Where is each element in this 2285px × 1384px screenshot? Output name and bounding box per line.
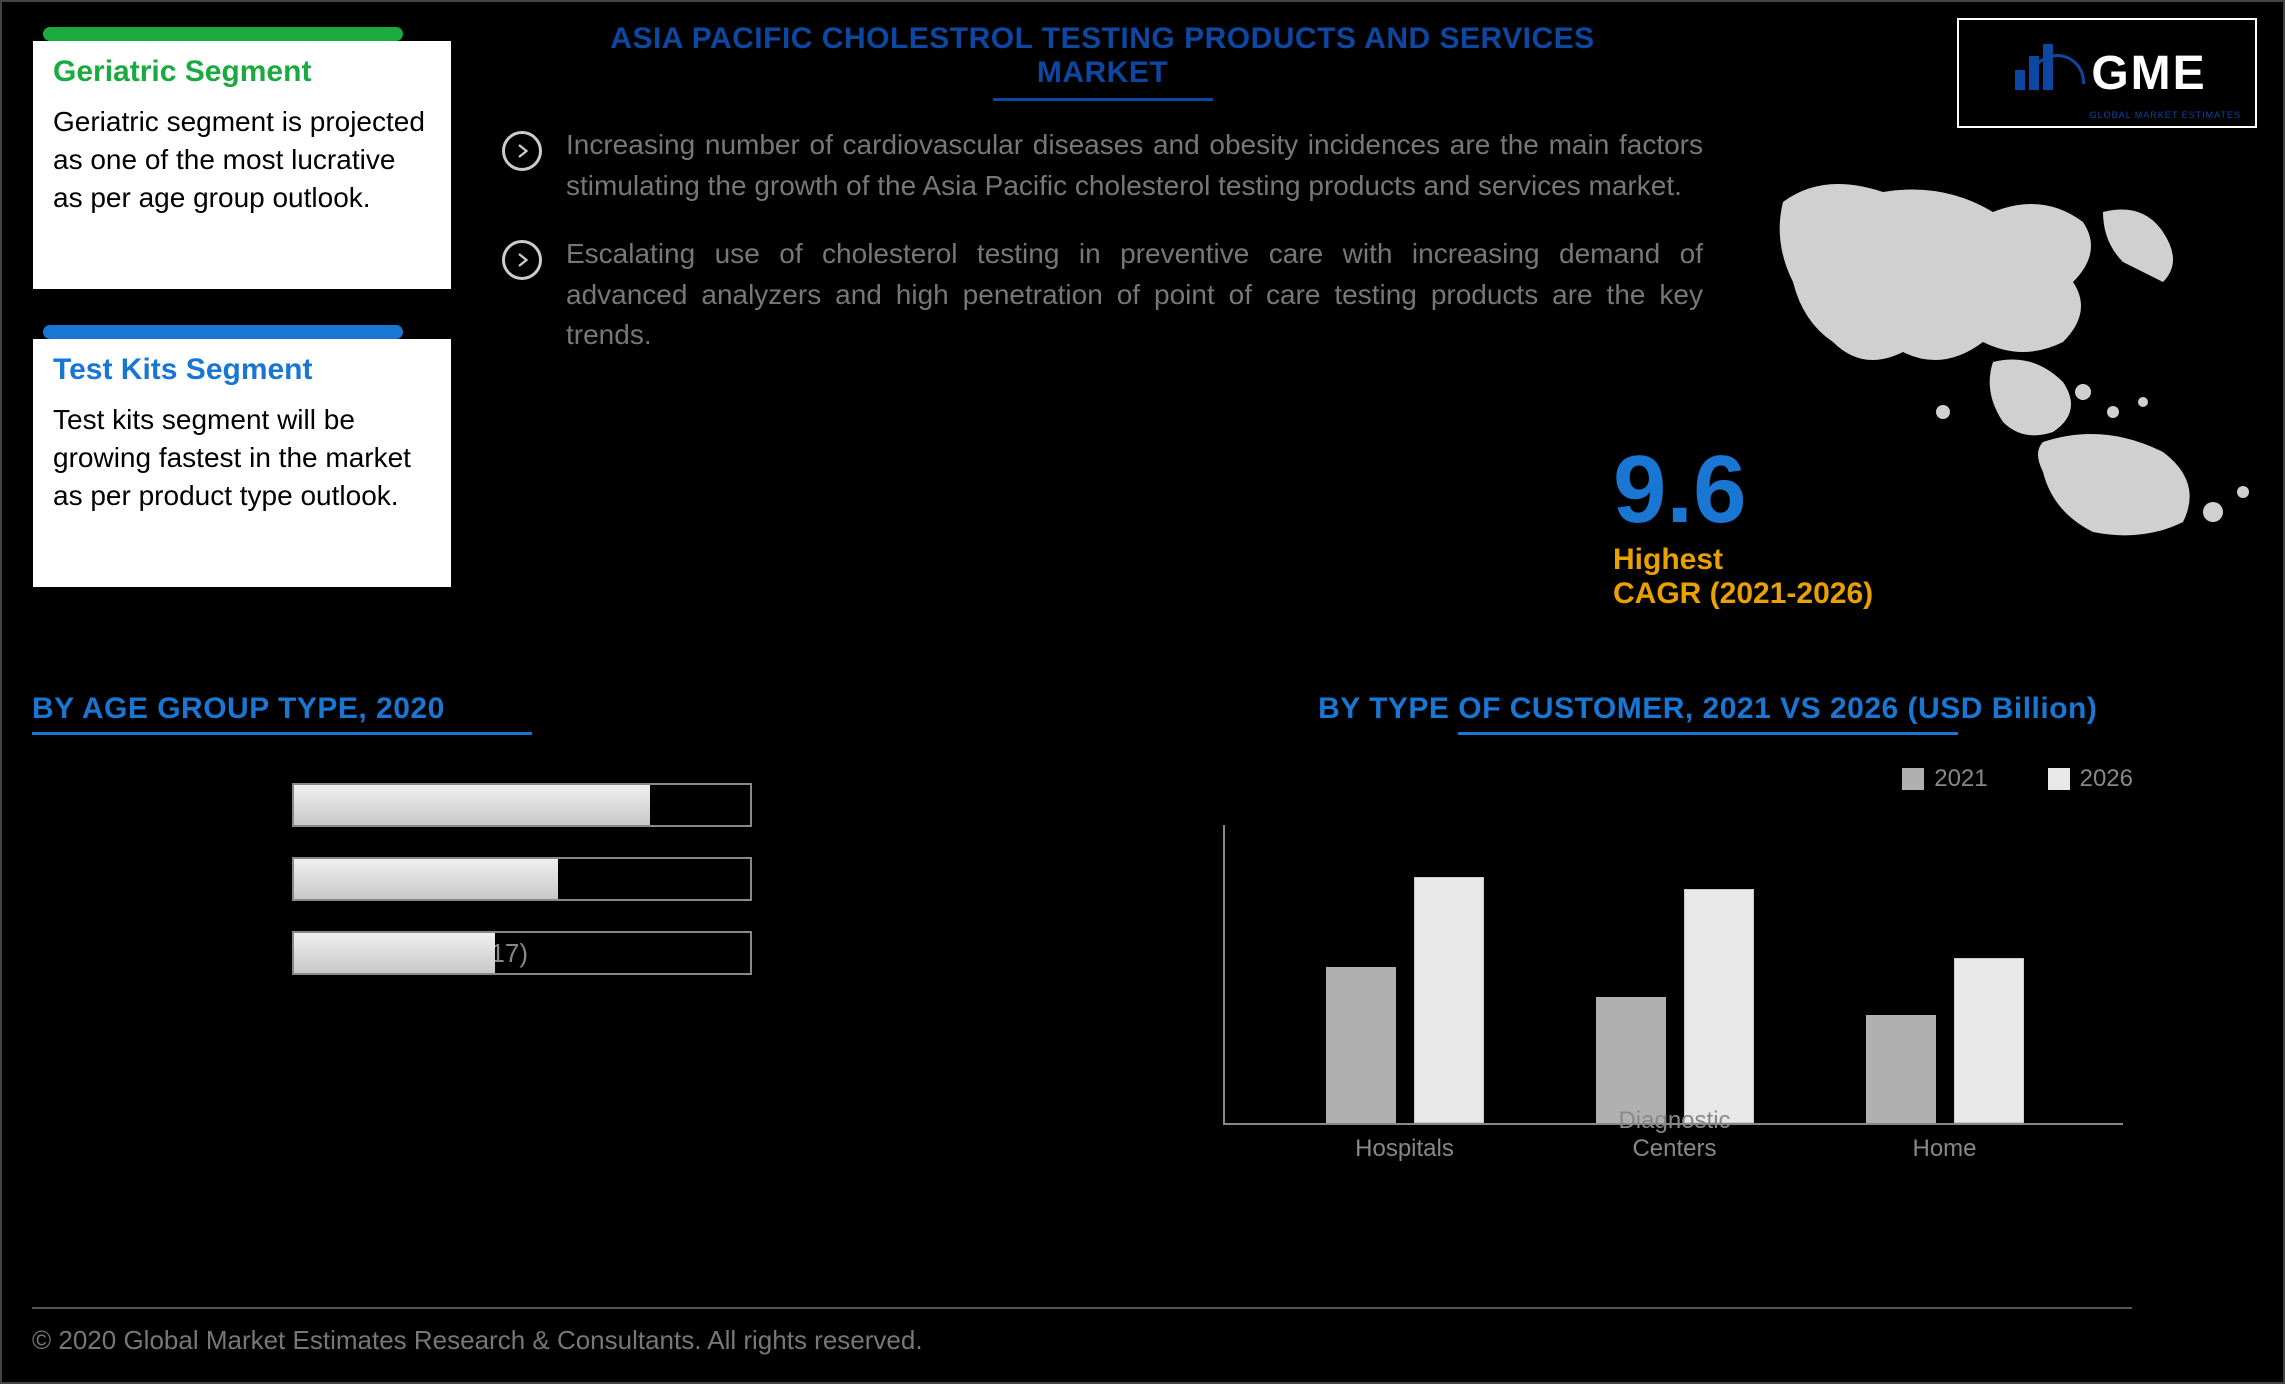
cagr-label-highest: Highest — [1613, 543, 1873, 577]
bar-group-label: Diagnostic Centers — [1585, 1107, 1765, 1163]
bar-2021 — [1326, 967, 1396, 1123]
legend-label: 2021 — [1934, 765, 1987, 793]
chart-underline — [32, 732, 532, 735]
hbar-track — [292, 857, 752, 901]
main-title: ASIA PACIFIC CHOLESTROL TESTING PRODUCTS… — [562, 22, 1643, 90]
legend: 2021 2026 — [1902, 765, 2133, 793]
card-testkits: Test Kits Segment Test kits segment will… — [32, 338, 452, 588]
bar-group: Home — [1855, 958, 2035, 1123]
bar-group-label: Home — [1855, 1135, 2035, 1163]
bar-2026 — [1684, 889, 1754, 1123]
card-geriatric: Geriatric Segment Geriatric segment is p… — [32, 40, 452, 290]
legend-item: 2026 — [2048, 765, 2133, 793]
cagr-label-period: CAGR (2021-2026) — [1613, 577, 1873, 611]
hbar-row: Geriatric (>65) — [292, 781, 1123, 829]
bar-2021 — [1596, 997, 1666, 1123]
bar-2026 — [1414, 877, 1484, 1123]
hbar-fill — [294, 933, 495, 973]
chart-age-group: BY AGE GROUP TYPE, 2020 Geriatric (>65) A… — [32, 692, 1123, 1252]
card-accent-bar — [43, 27, 403, 41]
legend-label: 2026 — [2080, 765, 2133, 793]
infographic-root: Geriatric Segment Geriatric segment is p… — [0, 0, 2285, 1384]
bar-group: Hospitals — [1315, 877, 1495, 1123]
bullet-item: Escalating use of cholesterol testing in… — [502, 234, 1703, 356]
hbar-plot: Geriatric (>65) Adults (20-65) Young (2-17… — [32, 765, 1123, 977]
card-accent-bar — [43, 325, 403, 339]
cagr-value: 9.6 — [1613, 452, 1873, 529]
chart-customer-type: BY TYPE OF CUSTOMER, 2021 VS 2026 (USD B… — [1163, 692, 2254, 1252]
left-cards-column: Geriatric Segment Geriatric segment is p… — [32, 22, 472, 662]
top-row: Geriatric Segment Geriatric segment is p… — [32, 22, 2253, 662]
card-title: Geriatric Segment — [33, 41, 451, 97]
bullet-text: Increasing number of cardiovascular dise… — [566, 125, 1703, 206]
bar-2021 — [1866, 1015, 1936, 1123]
hbar-track — [292, 931, 752, 975]
chevron-right-icon — [502, 240, 542, 280]
hbar-row: Young (2-17) — [292, 929, 1123, 977]
card-body: Geriatric segment is projected as one of… — [33, 97, 451, 236]
bullet-text: Escalating use of cholesterol testing in… — [566, 234, 1703, 356]
chevron-right-icon — [502, 131, 542, 171]
bar-group: Diagnostic Centers — [1585, 889, 1765, 1123]
card-title: Test Kits Segment — [33, 339, 451, 395]
vbar-plot: Hospitals Diagnostic Centers Home — [1223, 825, 2123, 1125]
bottom-row: BY AGE GROUP TYPE, 2020 Geriatric (>65) A… — [32, 692, 2253, 1252]
hbar-fill — [294, 785, 650, 825]
legend-swatch — [1902, 768, 1924, 790]
right-column: GME GLOBAL MARKET ESTIMATES — [1733, 22, 2253, 662]
bar-group-label: Hospitals — [1315, 1135, 1495, 1163]
legend-swatch — [2048, 768, 2070, 790]
legend-item: 2021 — [1902, 765, 1987, 793]
headline-column: ASIA PACIFIC CHOLESTROL TESTING PRODUCTS… — [502, 22, 1703, 662]
title-underline — [993, 98, 1213, 101]
hbar-track — [292, 783, 752, 827]
bullet-list: Increasing number of cardiovascular dise… — [502, 125, 1703, 356]
bullet-item: Increasing number of cardiovascular dise… — [502, 125, 1703, 206]
chart-underline — [1458, 732, 1958, 735]
brand-name: GME — [2091, 46, 2206, 101]
chart-title: BY TYPE OF CUSTOMER, 2021 VS 2026 (USD B… — [1163, 692, 2254, 726]
brand-logo: GME GLOBAL MARKET ESTIMATES — [1957, 18, 2257, 128]
brand-subtitle: GLOBAL MARKET ESTIMATES — [2090, 110, 2241, 120]
chart-title: BY AGE GROUP TYPE, 2020 — [32, 692, 1123, 726]
card-body: Test kits segment will be growing fastes… — [33, 395, 451, 534]
cagr-block: 9.6 Highest CAGR (2021-2026) — [1613, 452, 1873, 611]
bar-2026 — [1954, 958, 2024, 1123]
hbar-fill — [294, 859, 558, 899]
vbar-wrap: 2021 2026 Hospitals Diagnostic Centers Home — [1163, 765, 2254, 1185]
hbar-row: Adults (20-65) — [292, 855, 1123, 903]
copyright-text: © 2020 Global Market Estimates Research … — [32, 1307, 2132, 1356]
